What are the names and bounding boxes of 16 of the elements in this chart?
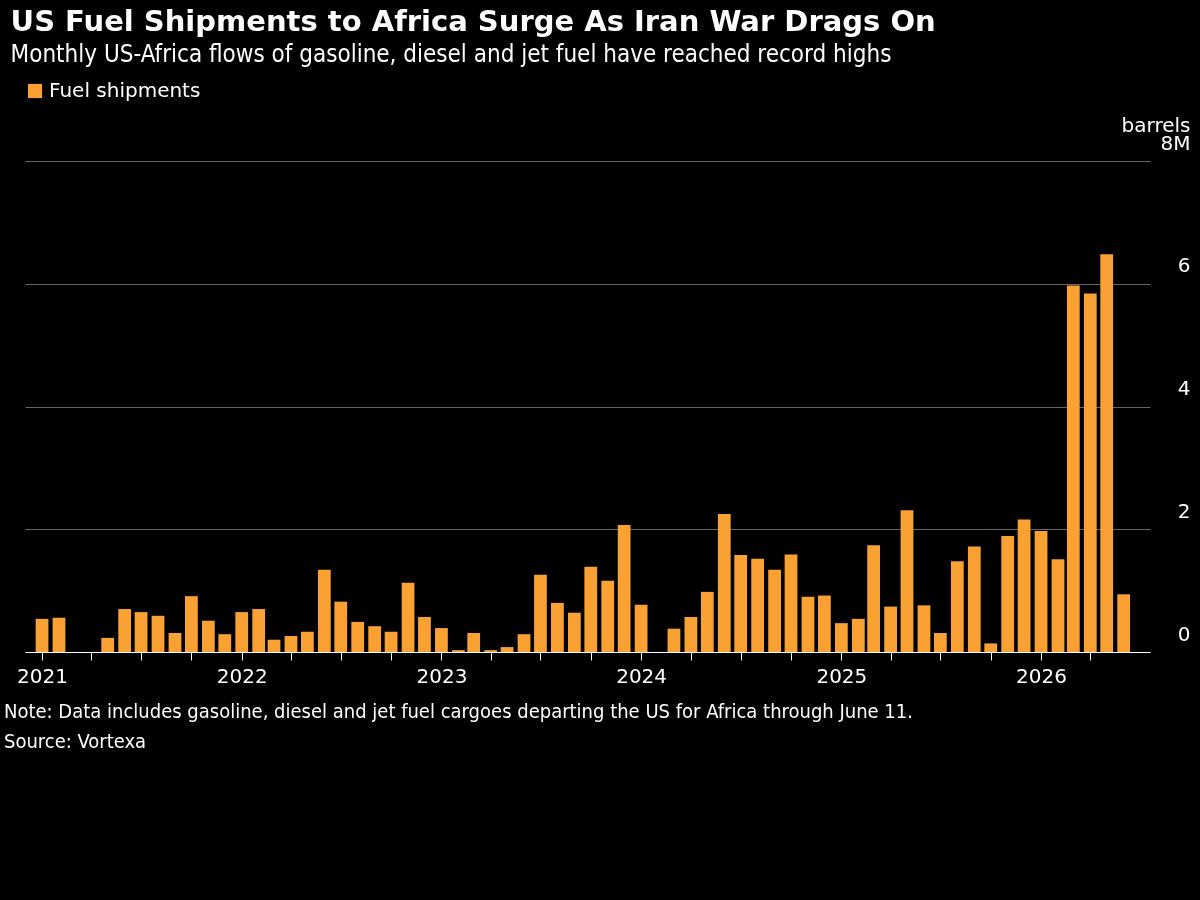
y-tick-label: 0 <box>1177 621 1191 646</box>
legend-label: Fuel shipments <box>49 78 201 102</box>
chart-subtitle: Monthly US-Africa flows of gasoline, diesel and jet fuel have reached record highs <box>10 40 892 68</box>
x-tick-label: 2023 <box>416 663 468 688</box>
x-tick-label: 2025 <box>816 663 868 688</box>
text: Note: Data includes gasoline, diesel and jet fuel cargoes departing the US for Africa through June 11. <box>4 698 914 725</box>
source-note: Source: Vortexa <box>4 728 148 755</box>
x-tick-label: 2021 <box>17 663 68 688</box>
x-tick-label: 2022 <box>216 663 268 688</box>
y-tick-label: 6 <box>1177 253 1191 278</box>
x-tick-label: 2026 <box>1016 663 1067 688</box>
y-tick-label: 4 <box>1177 376 1191 400</box>
y-tick-label: 2 <box>1177 498 1191 523</box>
chart-title: US Fuel Shipments to Africa Surge As Iran War Drags On <box>10 4 936 38</box>
y-axis-title: barrels <box>1121 112 1191 137</box>
x-tick-label: 2024 <box>616 663 668 688</box>
